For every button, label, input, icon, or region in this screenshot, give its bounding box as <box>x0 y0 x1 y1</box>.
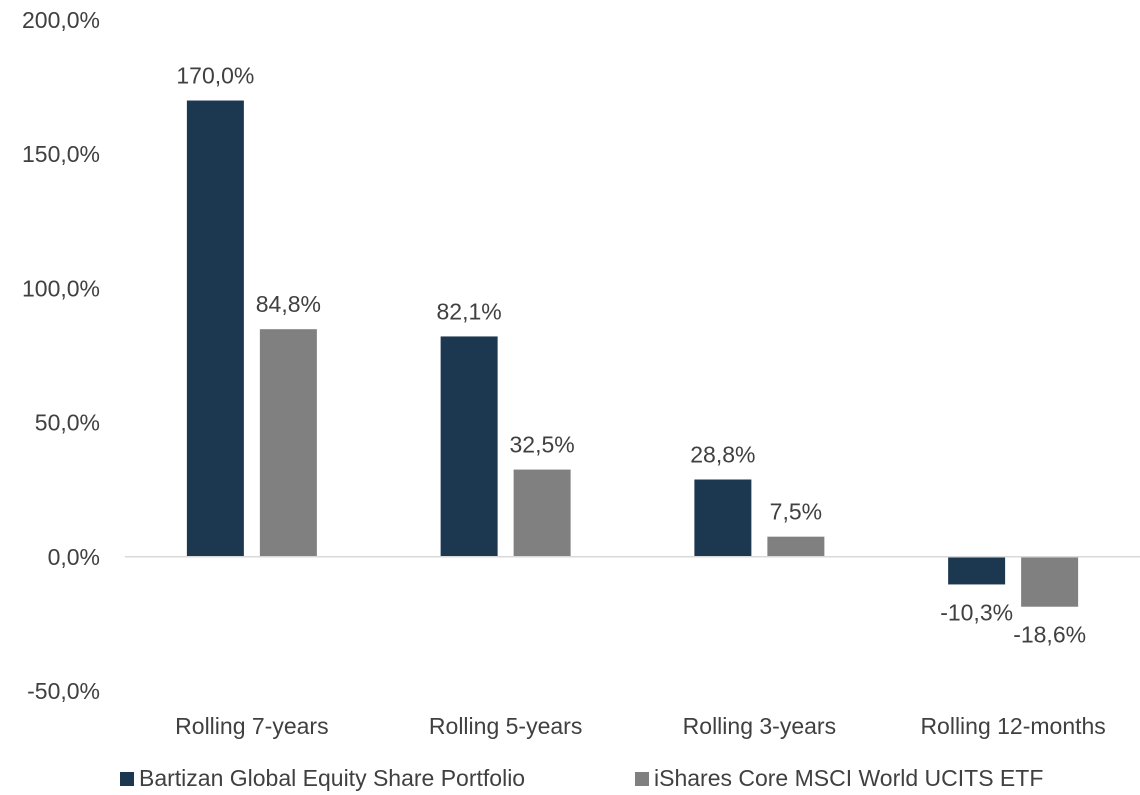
bar <box>767 536 825 557</box>
data-label: -10,3% <box>940 599 1013 625</box>
y-tick-label: 50,0% <box>35 410 100 436</box>
y-tick-label: 100,0% <box>22 275 100 301</box>
x-tick-label: Rolling 5-years <box>429 713 582 739</box>
data-label: 28,8% <box>690 442 755 468</box>
data-label: 170,0% <box>176 63 254 89</box>
legend-swatch <box>635 772 649 786</box>
legend-swatch <box>120 772 134 786</box>
data-label: 82,1% <box>437 298 502 324</box>
data-label: 32,5% <box>510 432 575 458</box>
bar <box>259 329 317 557</box>
legend-label: Bartizan Global Equity Share Portfolio <box>139 765 525 791</box>
bar <box>694 479 752 557</box>
data-label: -18,6% <box>1013 622 1086 648</box>
bar <box>513 469 571 557</box>
y-tick-label: 150,0% <box>22 141 100 167</box>
bar <box>186 100 244 557</box>
data-label: 7,5% <box>770 499 822 525</box>
x-tick-label: Rolling 7-years <box>175 713 328 739</box>
data-label: 84,8% <box>256 291 321 317</box>
bar <box>948 556 1006 585</box>
x-tick-label: Rolling 12-months <box>920 713 1105 739</box>
x-tick-label: Rolling 3-years <box>683 713 836 739</box>
bar <box>440 336 498 557</box>
y-tick-label: 0,0% <box>48 544 100 570</box>
y-tick-label: 200,0% <box>22 7 100 33</box>
legend-label: iShares Core MSCI World UCITS ETF <box>654 765 1043 791</box>
y-tick-label: -50,0% <box>27 678 100 704</box>
bar <box>1021 556 1079 607</box>
